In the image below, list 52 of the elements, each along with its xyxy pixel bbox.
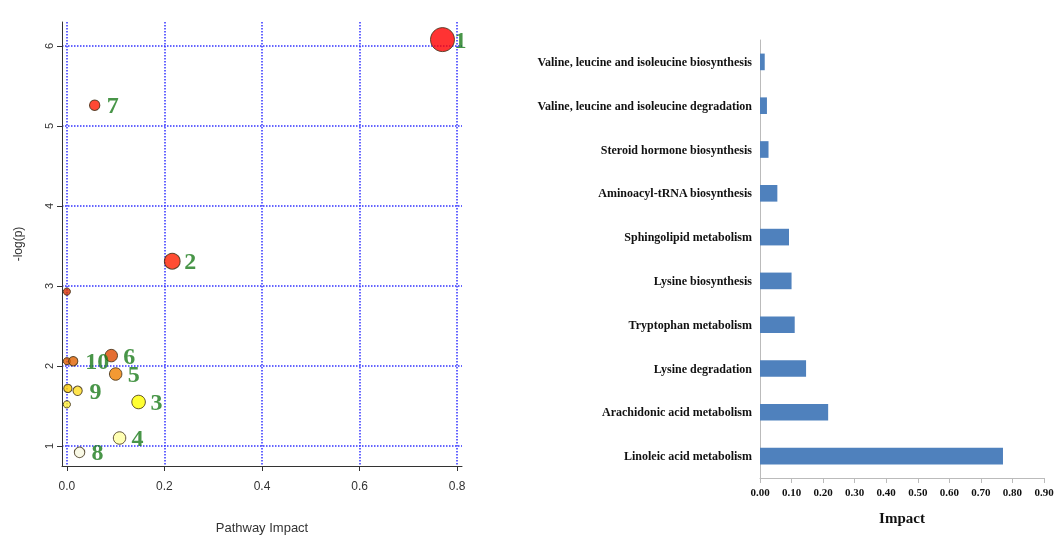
bar <box>760 403 829 421</box>
x-tick-label: 0.4 <box>253 479 271 493</box>
y-tick-label: 4 <box>42 202 55 210</box>
x-tick-label: 0.80 <box>1002 485 1023 498</box>
annotation: 10 <box>85 348 110 375</box>
bar <box>760 228 790 246</box>
y-tick-label: Sphingolipid metabolism <box>624 230 752 245</box>
x-tick-label: 0.2 <box>156 479 174 493</box>
annotation: 7 <box>106 92 119 119</box>
bar <box>760 184 778 202</box>
x-tick-label: 0.0 <box>58 479 76 493</box>
y-tick-label: 1 <box>42 442 55 450</box>
x-tick-label: 0.70 <box>971 485 992 498</box>
annotation: 3 <box>150 389 163 415</box>
x-tick-label: 0.00 <box>750 485 771 498</box>
annotation: 4 <box>131 425 144 451</box>
y-tick-label: Steroid hormone biosynthesis <box>600 142 753 157</box>
annotation: 1 <box>454 26 467 53</box>
bar <box>760 360 807 377</box>
y-tick-label: 6 <box>42 42 55 50</box>
y-tick-label: 5 <box>42 122 55 130</box>
bar <box>760 272 792 290</box>
bar <box>760 316 795 334</box>
annotation: 2 <box>184 248 197 275</box>
y-tick-label: Lysine biosynthesis <box>653 273 753 288</box>
x-tick-label: 0.20 <box>813 485 834 498</box>
y-tick-label: Valine, leucine and isoleucine degradation <box>537 98 753 113</box>
y-tick-label: 3 <box>42 282 55 290</box>
x-tick-label: 0.10 <box>781 485 802 498</box>
x-tick-label: 0.50 <box>908 485 928 498</box>
x-tick-label: 0.60 <box>939 485 960 498</box>
y-tick-label: Lysine degradation <box>653 361 753 376</box>
x-tick-label: 0.90 <box>1034 485 1055 498</box>
x-tick-label: 0.8 <box>448 479 466 493</box>
annotation: 8 <box>91 439 104 466</box>
y-tick-label: Aminoacyl-tRNA biosynthesis <box>598 186 753 201</box>
x-tick-label: 0.30 <box>845 485 865 498</box>
bar <box>760 97 767 115</box>
bar <box>760 141 769 158</box>
y-tick-label: Arachidonic acid metabolism <box>602 405 752 420</box>
bar <box>760 53 765 71</box>
x-axis-title: Impact <box>879 509 925 526</box>
y-axis-title: -log(p) <box>11 226 25 262</box>
bar <box>760 447 1003 465</box>
y-tick-label: Linoleic acid metabolism <box>624 449 752 464</box>
y-tick-label: Valine, leucine and isoleucine biosynthesis <box>537 54 753 69</box>
x-tick-label: 0.6 <box>351 479 369 493</box>
x-axis-title: Pathway Impact <box>215 520 309 535</box>
annotation: 9 <box>89 377 102 404</box>
y-tick-label: Tryptophan metabolism <box>628 317 752 332</box>
x-tick-label: 0.40 <box>876 485 897 498</box>
y-tick-label: 2 <box>42 362 55 370</box>
